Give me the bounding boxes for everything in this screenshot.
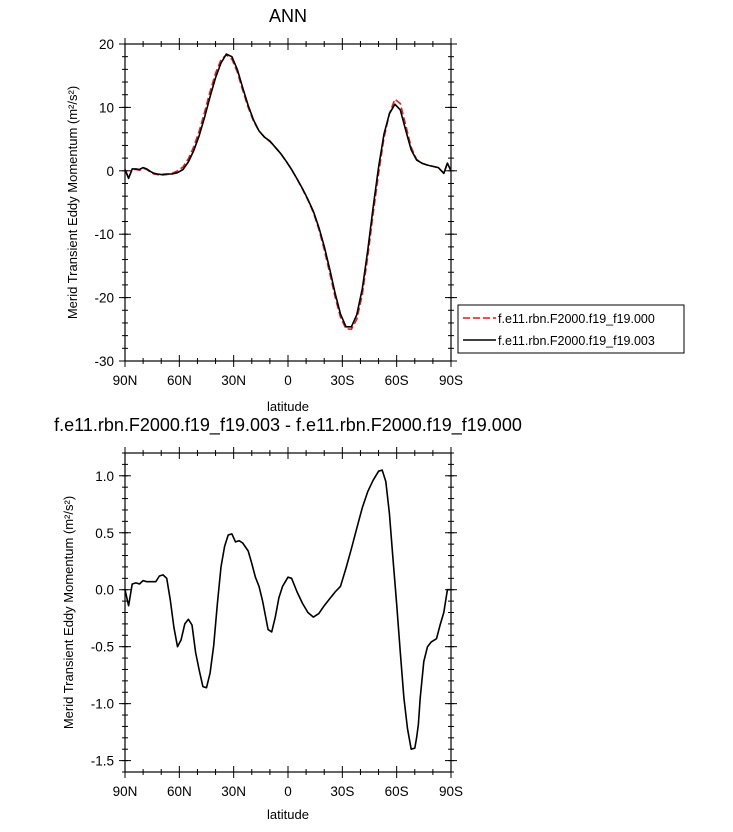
chart-2: f.e11.rbn.F2000.f19_f19.003 - f.e11.rbn.… (54, 415, 522, 822)
legend-label: f.e11.rbn.F2000.f19_f19.003 (498, 334, 655, 348)
y-tick-label: 0 (106, 164, 114, 179)
y-tick-label: 20 (99, 37, 114, 52)
y-axis-label: Merid Transient Eddy Momentum (m²/s²) (61, 496, 76, 729)
chart-title: ANN (269, 6, 307, 26)
series-line-1 (124, 53, 452, 331)
plot-frame (124, 43, 452, 362)
y-tick-label: -0.5 (91, 640, 114, 655)
x-tick-label: 90N (113, 784, 138, 799)
series-line-2 (124, 53, 452, 328)
legend-label: f.e11.rbn.F2000.f19_f19.000 (498, 312, 655, 326)
legend-box (457, 304, 685, 354)
y-tick-label: -10 (94, 227, 114, 242)
y-tick-label: -1.0 (91, 697, 114, 712)
x-tick-label: 60N (167, 784, 192, 799)
x-tick-label: 60S (385, 784, 409, 799)
y-tick-label: 1.0 (95, 469, 114, 484)
x-tick-label: 30S (330, 784, 354, 799)
y-axis-label: Merid Transient Eddy Momentum (m²/s²) (65, 86, 80, 319)
plot-frame (124, 452, 452, 773)
y-tick-label: 0.5 (95, 526, 114, 541)
x-tick-label: 30S (330, 373, 354, 388)
x-tick-label: 0 (284, 373, 292, 388)
x-tick-label: 90S (439, 373, 463, 388)
x-tick-label: 60S (385, 373, 409, 388)
series-line-1 (124, 469, 451, 751)
x-axis-label: latitude (267, 807, 309, 822)
x-tick-label: 90S (439, 784, 463, 799)
x-tick-label: 0 (284, 784, 292, 799)
x-tick-label: 90N (113, 373, 138, 388)
y-tick-label: 10 (99, 100, 114, 115)
x-tick-label: 30N (221, 373, 246, 388)
chart-1: ANN 90N 60N 30N 0 30S 60S 90S 20 10 0 -10 -20 -30 lati… (65, 6, 685, 414)
y-tick-label: -20 (94, 291, 114, 306)
x-axis-label: latitude (267, 399, 309, 414)
x-tick-label: 30N (221, 784, 246, 799)
chart-title: f.e11.rbn.F2000.f19_f19.003 - f.e11.rbn.… (54, 415, 522, 436)
y-tick-label: -1.5 (91, 754, 114, 769)
y-tick-label: -30 (94, 354, 114, 369)
x-tick-label: 60N (167, 373, 192, 388)
y-tick-label: 0.0 (95, 583, 114, 598)
